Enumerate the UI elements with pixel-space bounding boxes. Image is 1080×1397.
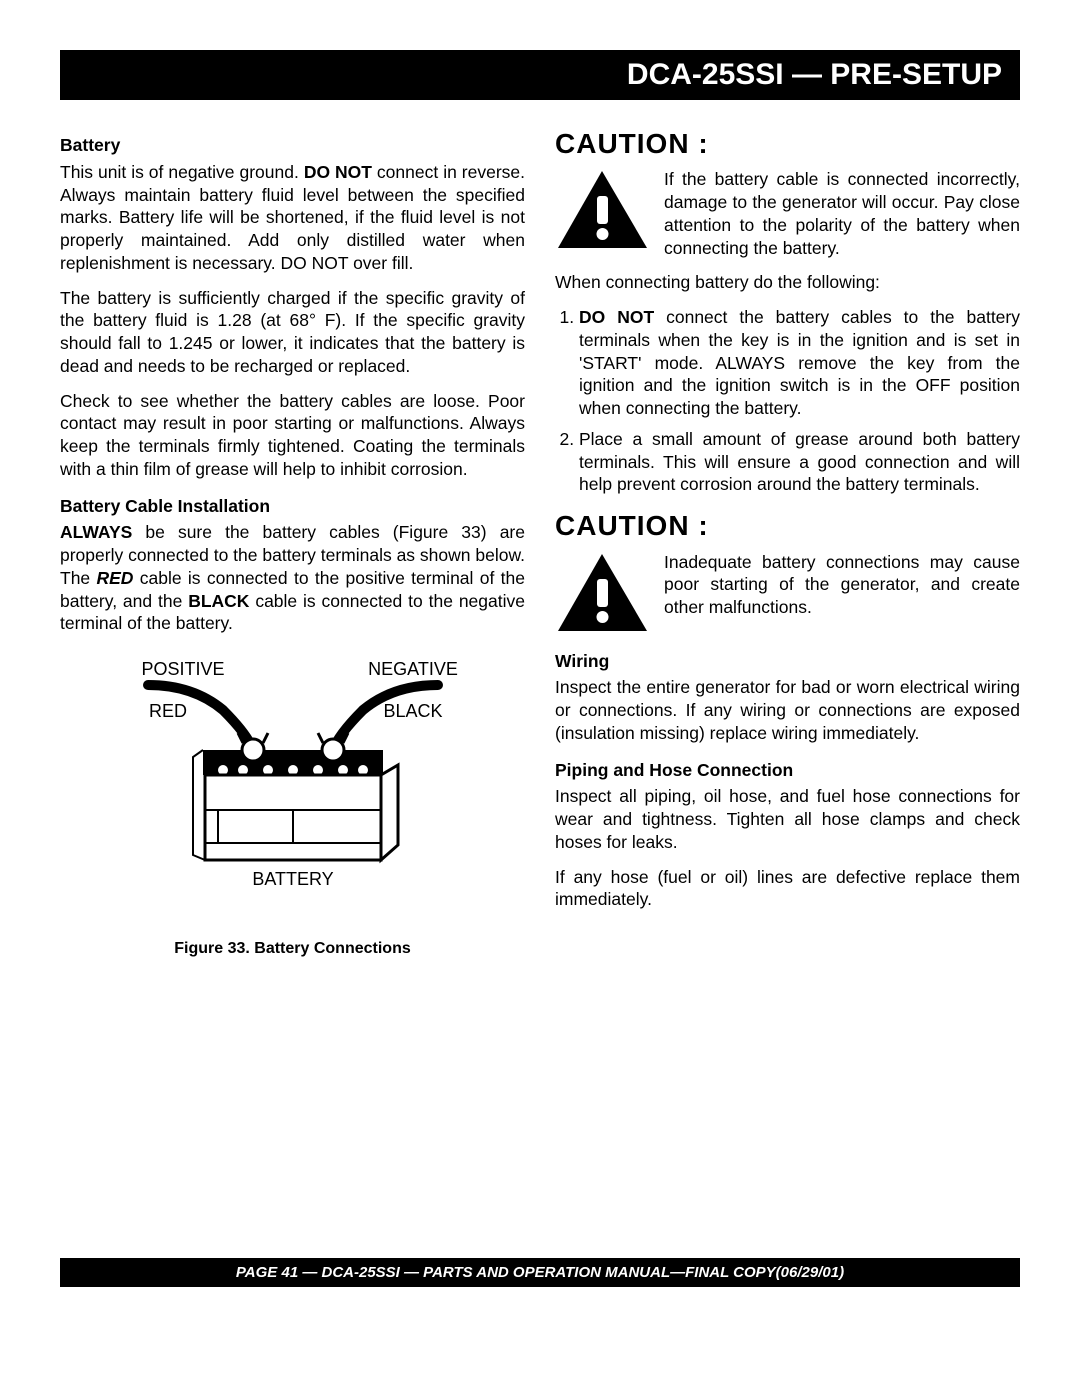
connection-steps-list: DO NOT connect the battery cables to the… bbox=[555, 306, 1020, 496]
caution-block-1: If the battery cable is connected incorr… bbox=[555, 168, 1020, 259]
figure-33: POSITIVE NEGATIVE RED BLACK BATTERY bbox=[60, 655, 525, 960]
caution-1-text: If the battery cable is connected incorr… bbox=[664, 168, 1020, 259]
page-header-bar: DCA-25SSI — PRE-SETUP bbox=[60, 50, 1020, 100]
battery-label: BATTERY bbox=[252, 869, 333, 889]
battery-para-2: The battery is sufficiently charged if t… bbox=[60, 287, 525, 378]
battery-diagram: POSITIVE NEGATIVE RED BLACK BATTERY bbox=[93, 655, 493, 915]
positive-label: POSITIVE bbox=[141, 659, 224, 679]
content-columns: Battery This unit is of negative ground.… bbox=[60, 120, 1020, 960]
do-not-text: DO NOT bbox=[579, 307, 654, 327]
black-label: BLACK bbox=[383, 701, 442, 721]
text: This unit is of negative ground. bbox=[60, 162, 304, 182]
battery-para-3: Check to see whether the battery cables … bbox=[60, 390, 525, 481]
always-text: ALWAYS bbox=[60, 522, 132, 542]
when-connecting-text: When connecting battery do the following… bbox=[555, 271, 1020, 294]
step-1: DO NOT connect the battery cables to the… bbox=[579, 306, 1020, 420]
black-text: BLACK bbox=[188, 591, 249, 611]
red-text: RED bbox=[96, 568, 133, 588]
caution-2-text: Inadequate battery connections may cause… bbox=[664, 551, 1020, 636]
warning-triangle-icon bbox=[555, 168, 650, 253]
battery-para-1: This unit is of negative ground. DO NOT … bbox=[60, 161, 525, 275]
right-column: CAUTION : If the battery cable is connec… bbox=[555, 120, 1020, 960]
page-footer-bar: PAGE 41 — DCA-25SSI — PARTS AND OPERATIO… bbox=[60, 1258, 1020, 1287]
piping-para-2: If any hose (fuel or oil) lines are defe… bbox=[555, 866, 1020, 912]
bci-para: ALWAYS be sure the battery cables (Figur… bbox=[60, 521, 525, 635]
battery-heading: Battery bbox=[60, 134, 525, 157]
red-label: RED bbox=[148, 701, 186, 721]
caution-block-2: Inadequate battery connections may cause… bbox=[555, 551, 1020, 636]
figure-caption: Figure 33. Battery Connections bbox=[60, 939, 525, 960]
left-column: Battery This unit is of negative ground.… bbox=[60, 120, 525, 960]
wiring-para: Inspect the entire generator for bad or … bbox=[555, 676, 1020, 744]
step-2: Place a small amount of grease around bo… bbox=[579, 428, 1020, 496]
warning-triangle-icon bbox=[555, 551, 650, 636]
do-not-text: DO NOT bbox=[304, 162, 372, 182]
piping-heading: Piping and Hose Connection bbox=[555, 759, 1020, 782]
caution-heading-2: CAUTION : bbox=[555, 508, 1020, 544]
caution-heading-1: CAUTION : bbox=[555, 126, 1020, 162]
piping-para-1: Inspect all piping, oil hose, and fuel h… bbox=[555, 785, 1020, 853]
bci-heading: Battery Cable Installation bbox=[60, 495, 525, 518]
negative-label: NEGATIVE bbox=[368, 659, 458, 679]
wiring-heading: Wiring bbox=[555, 650, 1020, 673]
